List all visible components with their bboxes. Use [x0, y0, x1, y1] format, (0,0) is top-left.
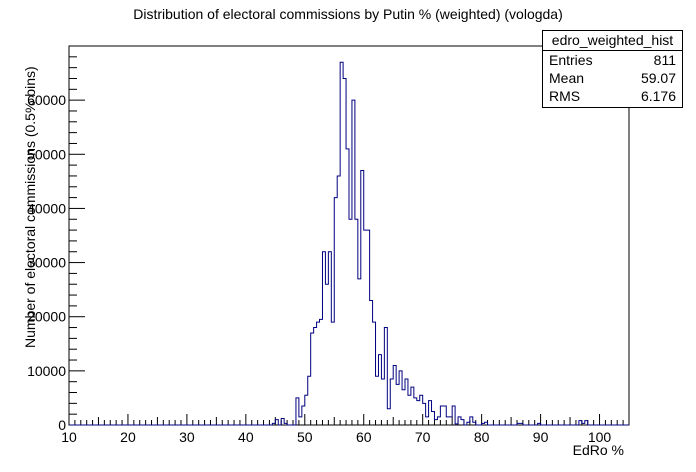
y-axis-label: Number of electoral commissions (0.5% bi…: [22, 66, 38, 348]
stats-row-rms: RMS 6.176: [543, 87, 682, 105]
y-tick-label: 30000: [27, 255, 66, 271]
y-axis: 0 10000 20000 30000 40000 50000 60000: [27, 45, 85, 433]
stats-value: 6.176: [640, 88, 676, 104]
stats-value: 811: [653, 52, 676, 68]
y-tick-label: 40000: [27, 200, 66, 216]
stats-name: edro_weighted_hist: [543, 31, 682, 51]
x-tick-label: 90: [533, 429, 549, 445]
y-tick-label: 10000: [27, 363, 66, 379]
chart-title: Distribution of electoral commissions by…: [133, 6, 563, 22]
x-tick-label: 10: [61, 429, 77, 445]
x-tick-label: 70: [415, 429, 431, 445]
x-tick-label: 80: [474, 429, 490, 445]
x-tick-label: 20: [120, 429, 136, 445]
x-axis-label: EdRo %: [572, 442, 624, 458]
x-axis: 10 20 30 40 50 60 70 80 90 100: [61, 414, 630, 445]
x-tick-label: 40: [238, 429, 254, 445]
x-tick-label: 100: [588, 429, 612, 445]
stats-box: edro_weighted_hist Entries 811 Mean 59.0…: [542, 30, 683, 108]
x-tick-label: 50: [297, 429, 313, 445]
y-tick-label: 20000: [27, 309, 66, 325]
x-tick-label: 60: [356, 429, 372, 445]
y-tick-label: 60000: [27, 92, 66, 108]
stats-key: RMS: [549, 88, 581, 104]
stats-row-mean: Mean 59.07: [543, 69, 682, 87]
y-tick-label: 50000: [27, 146, 66, 162]
stats-key: Mean: [549, 70, 585, 86]
plot-frame: [68, 45, 630, 426]
stats-row-entries: Entries 811: [543, 51, 682, 69]
x-tick-label: 30: [179, 429, 195, 445]
stats-key: Entries: [549, 52, 593, 68]
stats-value: 59.07: [640, 70, 676, 86]
histogram-series: [69, 61, 629, 426]
y-tick-label: 0: [58, 417, 66, 433]
